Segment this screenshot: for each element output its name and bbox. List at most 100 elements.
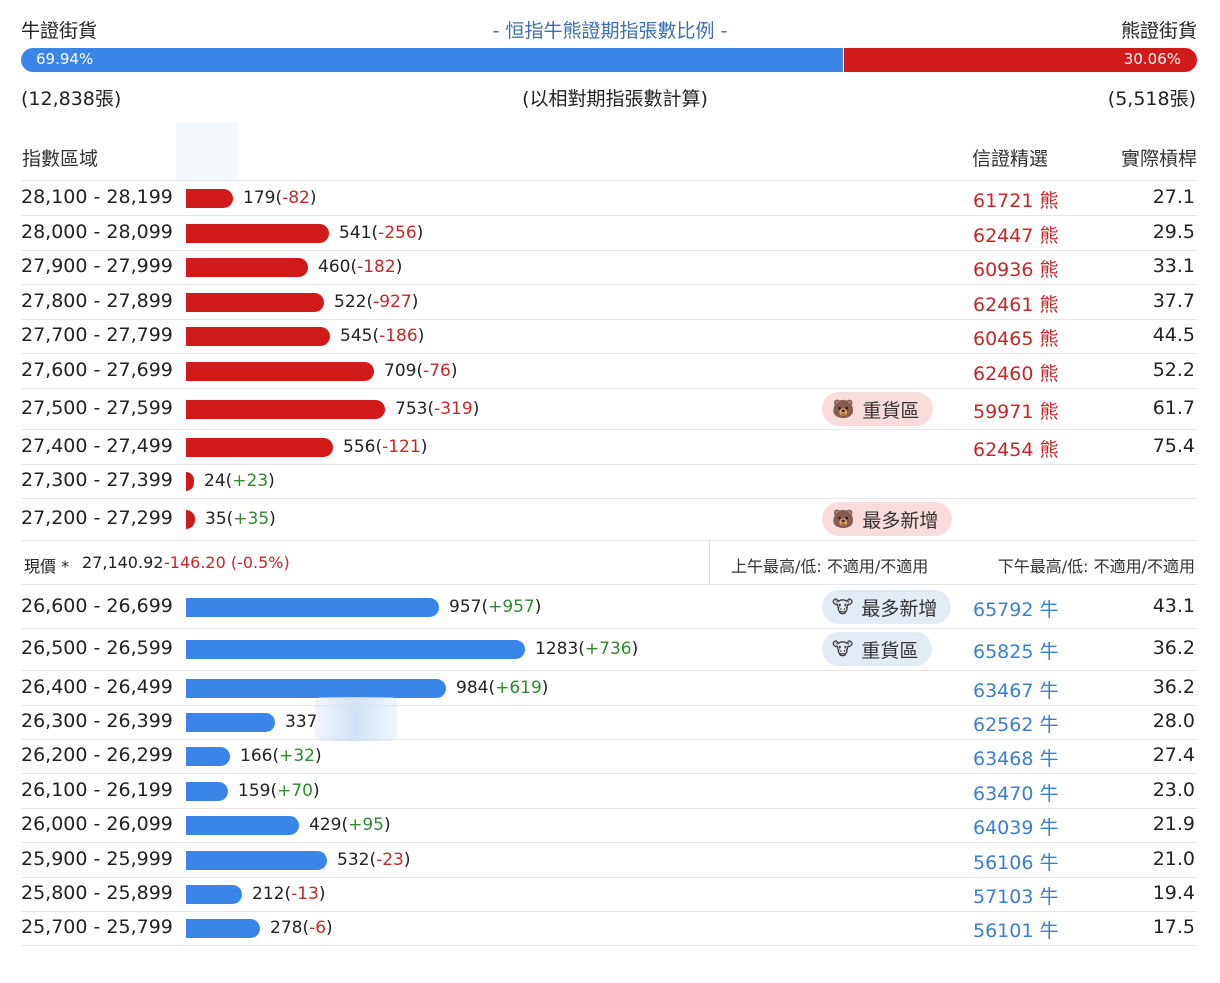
table-row: 27,200 - 27,299 35(+35) 🐻 最多新增: [21, 498, 1197, 541]
warrant-code-link[interactable]: 65792 牛: [973, 595, 1059, 622]
table-row: 25,900 - 25,999 532(-23) 56106 牛 21.0: [21, 842, 1197, 878]
warrant-code[interactable]: 56101: [973, 920, 1034, 942]
bull-bear-ratio-bar: 69.94% 30.06%: [21, 48, 1197, 72]
bar-change: -182: [357, 257, 396, 277]
index-range: 26,200 - 26,299: [21, 744, 173, 766]
warrant-code[interactable]: 65792: [973, 599, 1034, 621]
bear-bar: [186, 327, 330, 346]
bull-mascot-icon: 🐮: [832, 638, 854, 660]
warrant-code[interactable]: 56106: [973, 852, 1034, 874]
price-label: 現價 *: [24, 557, 70, 576]
warrant-code[interactable]: 60936: [973, 259, 1034, 281]
table-row: 28,100 - 28,199 179(-82) 61721 熊 27.1: [21, 181, 1197, 216]
warrant-kind: 牛: [1039, 714, 1059, 736]
warrant-code-link[interactable]: 61721 熊: [973, 186, 1059, 213]
warrant-kind: 熊: [1039, 363, 1059, 385]
bar-count: 159: [238, 781, 271, 801]
bar-value-label: 532(-23): [337, 850, 411, 870]
warrant-code-link[interactable]: 57103 牛: [973, 882, 1059, 909]
bar-change: -6: [309, 918, 327, 938]
table-row: 26,600 - 26,699 957(+957) 🐮 最多新增 65792 牛 43.1: [21, 585, 1197, 629]
bar-count: 556: [343, 437, 376, 457]
bar-change: -82: [282, 188, 310, 208]
warrant-code-link[interactable]: 62454 熊: [973, 435, 1059, 462]
warrant-code-link[interactable]: 59971 熊: [973, 397, 1059, 424]
warrant-code-link[interactable]: 60936 熊: [973, 255, 1059, 282]
warrant-code[interactable]: 63470: [973, 783, 1034, 805]
index-range: 27,700 - 27,799: [21, 324, 173, 346]
index-range: 25,800 - 25,899: [21, 882, 173, 904]
leverage-value: 33.1: [1152, 255, 1195, 277]
bear-bar: [186, 510, 195, 529]
bull-bar: [186, 782, 228, 801]
leverage-value: 27.1: [1152, 186, 1195, 208]
warrant-code[interactable]: 64039: [973, 817, 1034, 839]
index-range: 27,300 - 27,399: [21, 469, 173, 491]
bar-count: 179: [243, 188, 276, 208]
index-range: 25,900 - 25,999: [21, 848, 173, 870]
col-header-selected: 信證精選: [972, 148, 1049, 170]
warrant-code-link[interactable]: 63468 牛: [973, 744, 1059, 771]
bear-bar: [186, 438, 333, 457]
bull-bar: [186, 885, 242, 904]
warrant-code-link[interactable]: 60465 熊: [973, 324, 1059, 351]
bar-value-label: 179(-82): [243, 188, 317, 208]
warrant-code-link[interactable]: 62461 熊: [973, 290, 1059, 317]
warrant-kind: 熊: [1039, 328, 1059, 350]
bear-bar: [186, 293, 324, 312]
warrant-code[interactable]: 65825: [973, 641, 1034, 663]
warrant-code[interactable]: 57103: [973, 886, 1034, 908]
leverage-value: 27.4: [1152, 744, 1195, 766]
bull-percent: 69.94%: [36, 50, 94, 68]
warrant-kind: 熊: [1039, 401, 1059, 423]
leverage-value: 21.9: [1152, 813, 1195, 835]
warrant-code-link[interactable]: 64039 牛: [973, 813, 1059, 840]
warrant-code[interactable]: 61721: [973, 190, 1034, 212]
warrant-code-link[interactable]: 56101 牛: [973, 916, 1059, 943]
bar-count: 460: [318, 257, 351, 277]
table-row: 28,000 - 28,099 541(-256) 62447 熊 29.5: [21, 215, 1197, 251]
warrant-code-link[interactable]: 62447 熊: [973, 221, 1059, 248]
warrant-code-link[interactable]: 62562 牛: [973, 710, 1059, 737]
warrant-code[interactable]: 62454: [973, 439, 1034, 461]
warrant-kind: 熊: [1039, 225, 1059, 247]
bear-mascot-icon: 🐻: [832, 398, 855, 420]
bar-change: -319: [434, 399, 473, 419]
warrant-code[interactable]: 62562: [973, 714, 1034, 736]
leverage-value: 61.7: [1152, 397, 1195, 419]
warrant-code[interactable]: 60465: [973, 328, 1034, 350]
bar-count: 1283: [535, 639, 579, 659]
warrant-code-link[interactable]: 56106 牛: [973, 848, 1059, 875]
warrant-code-link[interactable]: 63467 牛: [973, 676, 1059, 703]
bull-mascot-icon: 🐮: [832, 596, 854, 618]
warrant-kind: 熊: [1039, 294, 1059, 316]
table-row: 26,100 - 26,199 159(+70) 63470 牛 23.0: [21, 773, 1197, 809]
bar-count: 984: [456, 678, 489, 698]
bar-change: +32: [279, 746, 315, 766]
warrant-code-link[interactable]: 63470 牛: [973, 779, 1059, 806]
warrant-code-link[interactable]: 62460 熊: [973, 359, 1059, 386]
warrant-code[interactable]: 62447: [973, 225, 1034, 247]
warrant-code[interactable]: 62460: [973, 363, 1034, 385]
bull-bar: [186, 598, 439, 617]
table-row: 27,600 - 27,699 709(-76) 62460 熊 52.2: [21, 353, 1197, 389]
bar-change: +619: [495, 678, 542, 698]
bear-bar: [186, 189, 233, 208]
tag-label: 最多新增: [862, 509, 939, 532]
warrant-code[interactable]: 63468: [973, 748, 1034, 770]
blurred-area: [315, 697, 397, 741]
warrant-code-link[interactable]: 65825 牛: [973, 637, 1059, 664]
bar-count: 337: [285, 712, 318, 732]
bear-mascot-icon: 🐻: [832, 508, 855, 530]
table-row: 27,700 - 27,799 545(-186) 60465 熊 44.5: [21, 319, 1197, 354]
bar-value-label: 35(+35): [205, 509, 276, 529]
warrant-code[interactable]: 59971: [973, 401, 1034, 423]
bull-bar: [186, 919, 260, 938]
bar-value-label: 545(-186): [340, 326, 425, 346]
bar-change: -76: [423, 361, 451, 381]
bar-count: 166: [240, 746, 273, 766]
index-range: 27,500 - 27,599: [21, 397, 173, 419]
index-range: 26,400 - 26,499: [21, 676, 173, 698]
warrant-code[interactable]: 63467: [973, 680, 1034, 702]
warrant-code[interactable]: 62461: [973, 294, 1034, 316]
